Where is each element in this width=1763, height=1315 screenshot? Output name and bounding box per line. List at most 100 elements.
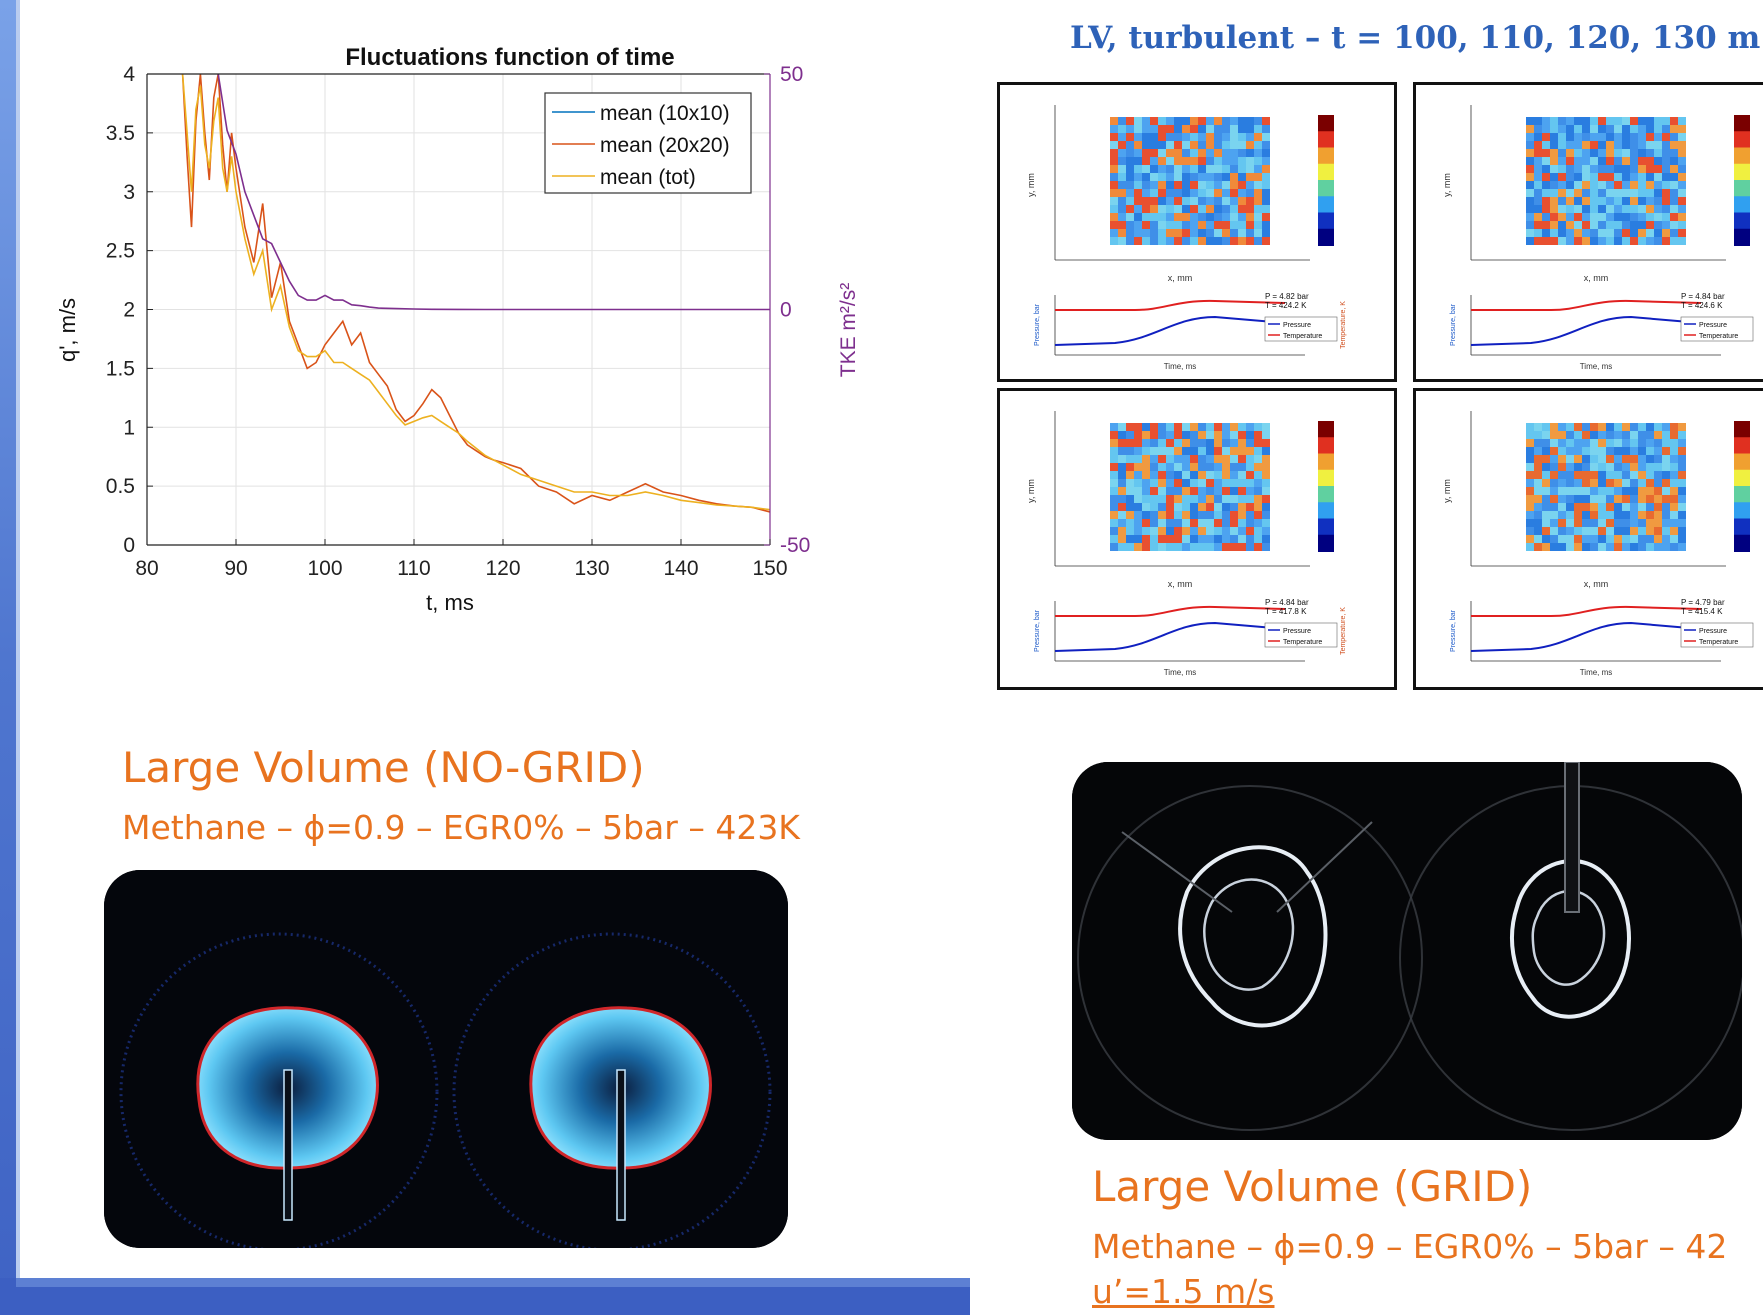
- field-cell: [1670, 149, 1678, 157]
- field-cell: [1246, 229, 1254, 237]
- field-cell: [1630, 229, 1638, 237]
- field-cell: [1646, 117, 1654, 125]
- field-cell: [1582, 237, 1590, 245]
- field-cell: [1558, 205, 1566, 213]
- field-cell: [1134, 141, 1142, 149]
- field-cell: [1262, 117, 1270, 125]
- field-cell: [1158, 535, 1166, 543]
- field-cell: [1550, 221, 1558, 229]
- field-cell: [1182, 229, 1190, 237]
- field-cell: [1158, 237, 1166, 245]
- field-cell: [1606, 455, 1614, 463]
- field-cell: [1646, 229, 1654, 237]
- field-cell: [1206, 535, 1214, 543]
- field-cell: [1654, 197, 1662, 205]
- field-cell: [1526, 447, 1534, 455]
- field-cell: [1134, 229, 1142, 237]
- field-cell: [1582, 431, 1590, 439]
- field-cell: [1654, 463, 1662, 471]
- field-cell: [1550, 479, 1558, 487]
- field-cell: [1262, 535, 1270, 543]
- field-cell: [1134, 495, 1142, 503]
- field-cell: [1582, 205, 1590, 213]
- field-cell: [1646, 173, 1654, 181]
- field-cell: [1174, 431, 1182, 439]
- field-cell: [1542, 511, 1550, 519]
- schlieren-image: [104, 870, 788, 1248]
- panel-y-label: y, mm: [1026, 173, 1036, 197]
- field-cell: [1246, 173, 1254, 181]
- field-cell: [1238, 439, 1246, 447]
- field-cell: [1134, 125, 1142, 133]
- field-cell: [1198, 117, 1206, 125]
- field-cell: [1174, 463, 1182, 471]
- colorbar-segment: [1318, 131, 1334, 149]
- colorbar-segment: [1734, 147, 1750, 165]
- flame-photo-grid: [1072, 762, 1742, 1140]
- field-cell: [1246, 197, 1254, 205]
- field-cell: [1174, 447, 1182, 455]
- field-cell: [1606, 447, 1614, 455]
- field-cell: [1150, 439, 1158, 447]
- field-cell: [1654, 189, 1662, 197]
- field-cell: [1238, 431, 1246, 439]
- field-cell: [1110, 181, 1118, 189]
- field-cell: [1654, 543, 1662, 551]
- field-cell: [1590, 125, 1598, 133]
- field-cell: [1238, 189, 1246, 197]
- field-cell: [1166, 527, 1174, 535]
- field-cell: [1614, 471, 1622, 479]
- field-cell: [1238, 535, 1246, 543]
- field-cell: [1166, 431, 1174, 439]
- field-cell: [1550, 141, 1558, 149]
- field-cell: [1630, 157, 1638, 165]
- field-cell: [1638, 511, 1646, 519]
- field-cell: [1182, 133, 1190, 141]
- field-cell: [1158, 213, 1166, 221]
- field-cell: [1174, 237, 1182, 245]
- field-cell: [1582, 189, 1590, 197]
- field-cell: [1182, 149, 1190, 157]
- field-cell: [1614, 237, 1622, 245]
- field-cell: [1262, 447, 1270, 455]
- field-cell: [1582, 213, 1590, 221]
- field-cell: [1174, 519, 1182, 527]
- colorbar-segment: [1734, 115, 1750, 133]
- field-cell: [1558, 543, 1566, 551]
- field-cell: [1222, 495, 1230, 503]
- field-cell: [1558, 197, 1566, 205]
- field-cell: [1622, 229, 1630, 237]
- field-cell: [1142, 487, 1150, 495]
- field-cell: [1678, 503, 1686, 511]
- series-line-tke: [217, 74, 770, 311]
- field-cell: [1638, 181, 1646, 189]
- field-cell: [1542, 133, 1550, 141]
- field-cell: [1150, 157, 1158, 165]
- field-cell: [1630, 221, 1638, 229]
- field-cell: [1582, 527, 1590, 535]
- left-decor-stripe: [16, 0, 20, 1315]
- field-cell: [1142, 157, 1150, 165]
- field-cell: [1190, 221, 1198, 229]
- field-cell: [1630, 237, 1638, 245]
- trace-x-label: Time, ms: [1580, 362, 1613, 371]
- field-cell: [1526, 519, 1534, 527]
- field-cell: [1118, 479, 1126, 487]
- field-cell: [1542, 173, 1550, 181]
- field-cell: [1206, 157, 1214, 165]
- field-cell: [1598, 221, 1606, 229]
- field-cell: [1262, 503, 1270, 511]
- field-cell: [1598, 423, 1606, 431]
- field-cell: [1126, 503, 1134, 511]
- temperature-trace: [1055, 605, 1286, 617]
- field-cell: [1574, 173, 1582, 181]
- field-cell: [1646, 487, 1654, 495]
- field-cell: [1574, 495, 1582, 503]
- field-cell: [1206, 527, 1214, 535]
- field-cell: [1614, 173, 1622, 181]
- field-cell: [1574, 423, 1582, 431]
- field-cell: [1110, 205, 1118, 213]
- field-cell: [1246, 205, 1254, 213]
- field-cell: [1654, 125, 1662, 133]
- field-cell: [1182, 213, 1190, 221]
